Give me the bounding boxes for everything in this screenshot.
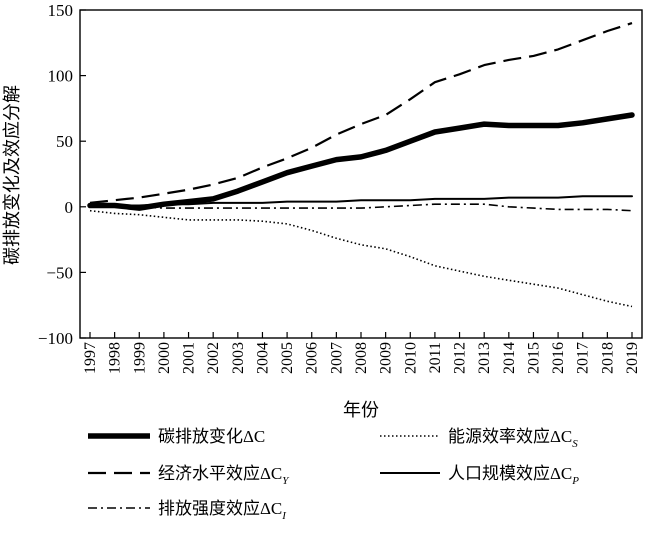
x-tick-label: 2001 <box>181 342 198 374</box>
x-tick-label: 2011 <box>427 342 444 373</box>
y-tick-label: −50 <box>46 263 73 282</box>
x-axis-title: 年份 <box>343 400 379 420</box>
x-tick-label: 2003 <box>230 342 247 374</box>
x-tick-label: 2004 <box>254 342 271 374</box>
legend-label-energy: 能源效率效应ΔCS <box>448 427 578 450</box>
y-tick-label: −100 <box>38 329 73 348</box>
legend-label-economic: 经济水平效应ΔCY <box>158 464 290 487</box>
x-tick-label: 2019 <box>624 342 641 374</box>
legend-label-main: 排放强度效应ΔC <box>158 499 282 518</box>
x-tick-label: 2007 <box>328 342 345 374</box>
x-tick-label: 2014 <box>501 342 518 374</box>
y-tick-label: 100 <box>48 67 74 86</box>
x-tick-label: 2000 <box>156 342 173 374</box>
x-tick-label: 2008 <box>353 342 370 374</box>
x-tick-label: 2018 <box>599 342 616 374</box>
x-tick-label: 1999 <box>131 342 148 374</box>
x-tick-label: 2005 <box>279 342 296 374</box>
x-tick-label: 1998 <box>107 342 124 374</box>
x-tick-label: 2015 <box>525 342 542 374</box>
x-tick-label: 2010 <box>402 342 419 374</box>
x-tick-label: 2012 <box>452 342 469 374</box>
legend-label-intensity: 排放强度效应ΔCI <box>158 499 287 522</box>
x-tick-label: 2017 <box>575 342 592 374</box>
series-lines <box>87 22 635 308</box>
legend-label-main: 能源效率效应ΔC <box>448 427 572 446</box>
y-tick-label: 50 <box>56 132 73 151</box>
x-tick-label: 2006 <box>304 342 321 374</box>
y-tick-label: 150 <box>48 1 74 20</box>
legend-label-total: 碳排放变化ΔC <box>158 427 265 446</box>
legend-label-main: 人口规模效应ΔC <box>448 464 572 483</box>
legend-label-subscript: I <box>281 510 287 522</box>
series-line-energy <box>89 209 633 308</box>
y-axis-title: 碳排放变化及效应分解 <box>2 85 22 265</box>
legend-label-subscript: Y <box>282 475 290 487</box>
x-tick-label: 2013 <box>476 342 493 374</box>
series-line-intensity <box>90 203 633 212</box>
series-line-economic <box>89 22 633 204</box>
x-tick-label: 2016 <box>550 342 567 374</box>
y-tick-label: 0 <box>65 198 74 217</box>
legend: 碳排放变化ΔC 能源效率效应ΔCS 经济水平效应ΔCY 人口规模效应ΔCP 排放强度效应… <box>88 427 579 522</box>
legend-label-main: 经济水平效应ΔC <box>158 464 282 483</box>
legend-label-population: 人口规模效应ΔCP <box>448 464 579 487</box>
x-tick-label: 2002 <box>205 342 222 374</box>
x-tick-label: 1997 <box>82 342 99 374</box>
legend-label-subscript: P <box>571 475 579 487</box>
legend-label-subscript: S <box>572 438 578 450</box>
x-tick-label: 2009 <box>378 342 395 374</box>
axes: 150 100 50 0 −50 −100 1997 1998 1999 2000 2001 2002… <box>38 1 643 374</box>
series-line-total <box>87 112 635 211</box>
legend-label-main: 碳排放变化ΔC <box>158 427 265 446</box>
